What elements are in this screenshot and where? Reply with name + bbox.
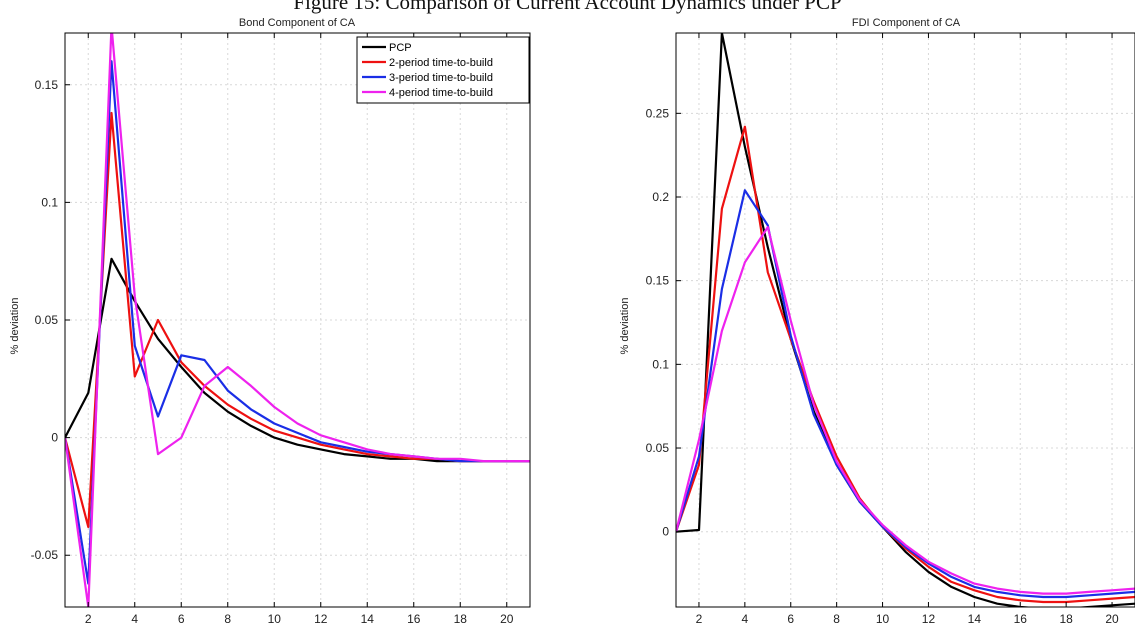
x-tick-label: 14 bbox=[361, 612, 375, 625]
x-tick-label: 6 bbox=[178, 612, 185, 625]
y-tick-label: 0 bbox=[662, 525, 669, 539]
x-tick-label: 12 bbox=[922, 612, 936, 625]
x-tick-label: 20 bbox=[1105, 612, 1119, 625]
fdi-component-panel: FDI Component of CA % deviation 2 4 6 8 10 12… bbox=[619, 17, 1135, 625]
y-tick-label: 0.1 bbox=[652, 357, 669, 371]
x-tick-label: 2 bbox=[85, 612, 92, 625]
y-tick-label: 0.05 bbox=[646, 441, 670, 455]
plot-frame bbox=[675, 32, 1135, 608]
x-tick-label: 8 bbox=[224, 612, 231, 625]
y-axis-label: % deviation bbox=[619, 298, 631, 355]
bond-component-panel: Bond Component of CA % deviation 2 4 6 8 10 1… bbox=[9, 17, 531, 625]
series-line-3-period-time-to-build bbox=[676, 189, 1135, 599]
legend-entry: 4-period time-to-build bbox=[389, 87, 493, 99]
series-line-4-period-time-to-build bbox=[65, 33, 530, 607]
x-tick-label: 10 bbox=[876, 612, 890, 625]
legend-entry: 3-period time-to-build bbox=[389, 72, 493, 84]
y-tick-label: -0.05 bbox=[31, 548, 59, 562]
x-tick-label: 18 bbox=[1059, 612, 1073, 625]
series-line-2-period-time-to-build bbox=[676, 125, 1135, 604]
x-tick-label: 6 bbox=[787, 612, 794, 625]
y-tick-label: 0.2 bbox=[652, 190, 669, 204]
y-tick-label: 0.25 bbox=[646, 106, 670, 120]
x-tick-label: 8 bbox=[833, 612, 840, 625]
y-tick-label: 0.05 bbox=[35, 313, 59, 327]
x-tick-label: 16 bbox=[407, 612, 421, 625]
legend-entry: PCP bbox=[389, 42, 412, 54]
x-tick-label: 14 bbox=[968, 612, 982, 625]
series-line-4-period-time-to-build bbox=[676, 226, 1135, 595]
y-axis-label: % deviation bbox=[9, 298, 21, 355]
y-tick-label: 0 bbox=[51, 431, 58, 445]
x-tick-label: 4 bbox=[131, 612, 138, 625]
series-line-3-period-time-to-build bbox=[65, 60, 530, 585]
x-tick-label: 18 bbox=[454, 612, 468, 625]
panel-title: FDI Component of CA bbox=[852, 17, 961, 29]
y-tick-label: 0.15 bbox=[646, 274, 670, 288]
x-tick-label: 10 bbox=[268, 612, 282, 625]
x-tick-label: 2 bbox=[696, 612, 703, 625]
y-tick-label: 0.15 bbox=[35, 78, 59, 92]
panel-title: Bond Component of CA bbox=[239, 17, 356, 29]
x-tick-label: 20 bbox=[500, 612, 514, 625]
figure-title: Figure 15: Comparison of Current Account… bbox=[293, 0, 842, 14]
legend-entry: 2-period time-to-build bbox=[389, 57, 493, 69]
x-tick-label: 16 bbox=[1014, 612, 1028, 625]
x-tick-label: 4 bbox=[742, 612, 749, 625]
legend: PCP 2-period time-to-build 3-period time-t… bbox=[356, 36, 530, 104]
x-tick-label: 12 bbox=[314, 612, 328, 625]
y-tick-label: 0.1 bbox=[41, 195, 58, 209]
